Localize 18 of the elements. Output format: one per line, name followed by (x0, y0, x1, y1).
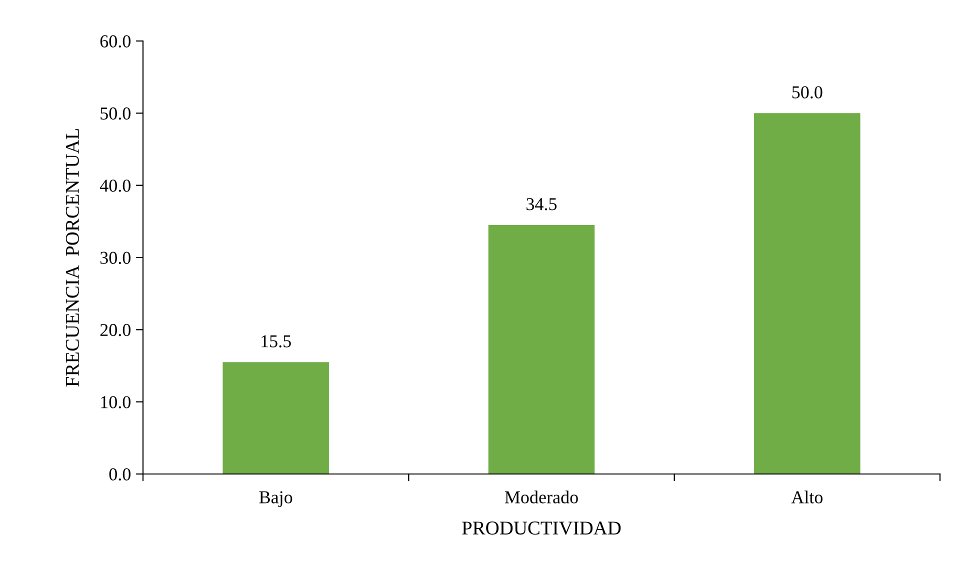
bar (754, 113, 860, 474)
y-tick-label: 30.0 (100, 252, 131, 264)
bar (222, 362, 329, 474)
y-tick-label: 60.0 (100, 35, 131, 48)
data-label: 15.5 (262, 335, 291, 348)
y-tick-label: 20.0 (100, 324, 131, 336)
data-label: 34.5 (526, 198, 557, 210)
y-tick-label: 0.0 (109, 468, 131, 481)
data-label: 50.0 (792, 86, 822, 98)
x-axis-title: PRODUCTIVIDAD (462, 522, 621, 535)
x-tick-label: Moderado (504, 490, 578, 504)
y-tick-label: 10.0 (101, 396, 131, 408)
bar (488, 225, 595, 474)
x-tick-label: Alto (791, 490, 823, 504)
y-tick-label: 40.0 (100, 180, 131, 192)
y-tick-label: 50.0 (100, 107, 131, 120)
y-axis-title: FRECUENCIA PORCENTUAL (66, 129, 79, 387)
x-tick-label: Bajo (259, 491, 292, 508)
